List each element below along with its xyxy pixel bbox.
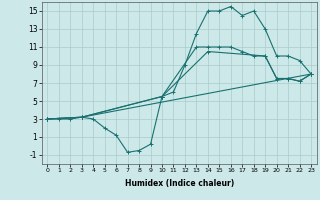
X-axis label: Humidex (Indice chaleur): Humidex (Indice chaleur) bbox=[124, 179, 234, 188]
